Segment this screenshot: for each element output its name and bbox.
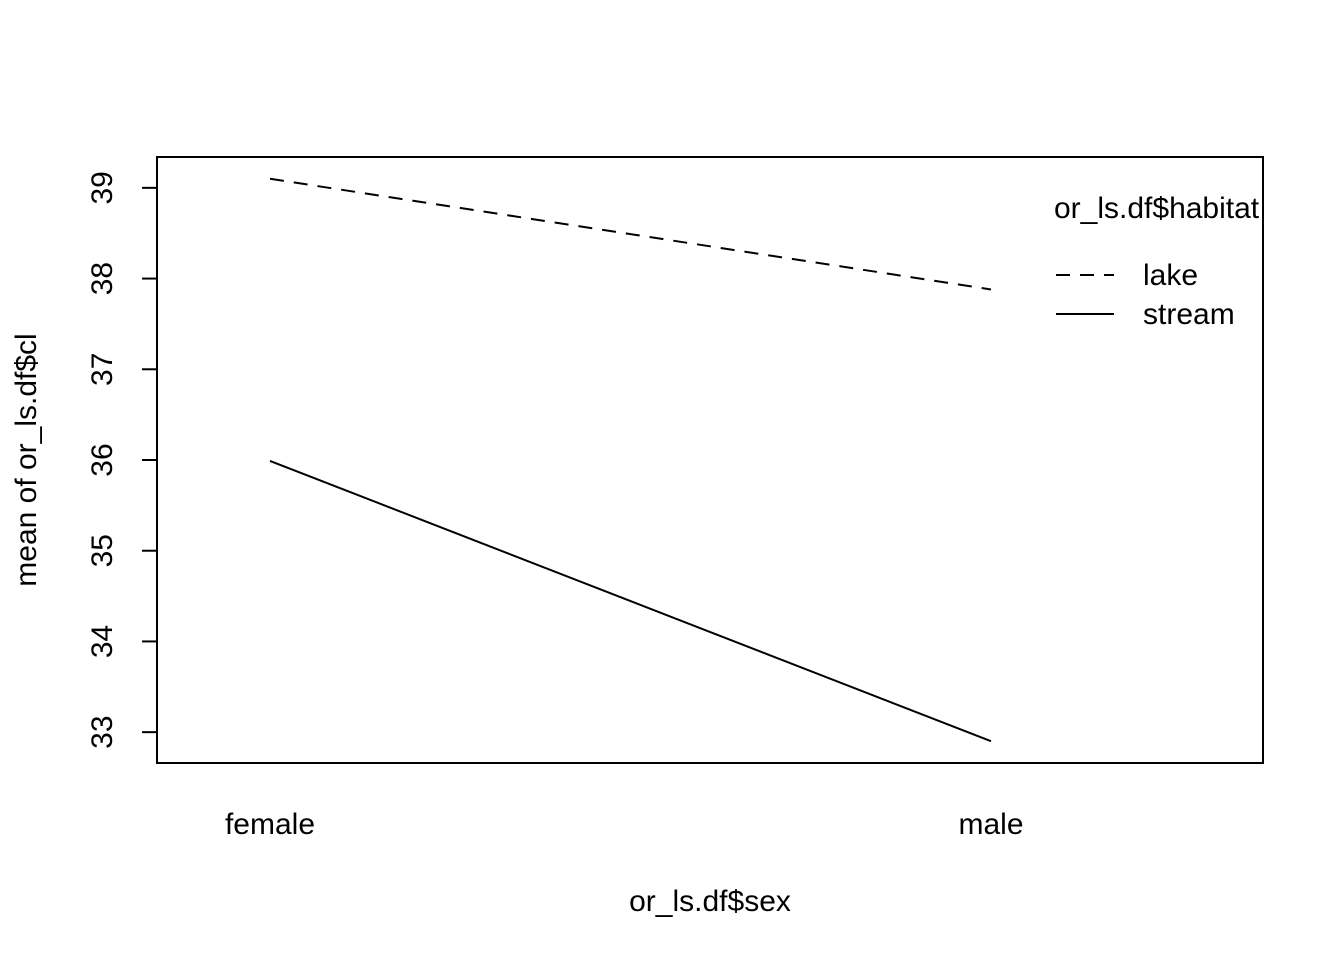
legend: or_ls.df$habitat lake stream <box>1054 192 1260 331</box>
x-axis-label: or_ls.df$sex <box>629 885 791 918</box>
series-line-lake <box>269 177 992 291</box>
x-category-labels: female male <box>225 808 1024 841</box>
legend-label-stream: stream <box>1143 298 1235 331</box>
y-tick-label: 35 <box>86 534 119 567</box>
y-tick-label: 36 <box>86 443 119 476</box>
x-category-label: male <box>958 808 1023 841</box>
y-axis-label: mean of or_ls.df$cl <box>10 333 43 586</box>
y-tick-label: 38 <box>86 262 119 295</box>
series-line-stream <box>269 459 992 743</box>
y-axis: 33 34 35 36 37 38 39 <box>86 171 158 749</box>
legend-title: or_ls.df$habitat <box>1054 192 1260 225</box>
y-tick-label: 34 <box>86 625 119 658</box>
y-tick-label: 39 <box>86 171 119 204</box>
series-layer <box>269 177 992 743</box>
y-tick-label: 37 <box>86 353 119 386</box>
legend-label-lake: lake <box>1143 259 1198 292</box>
y-tick-label: 33 <box>86 715 119 748</box>
plot-box <box>156 156 1264 764</box>
x-category-label: female <box>225 808 315 841</box>
